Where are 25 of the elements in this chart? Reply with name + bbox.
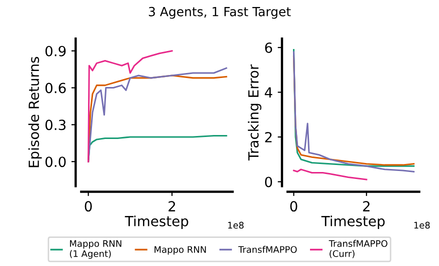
y-tick-label: 0 <box>265 176 272 188</box>
x-tick-label: 0 <box>84 201 92 212</box>
x-tick-label: 2 <box>363 201 370 212</box>
line-series <box>88 50 173 162</box>
y-tick-label: 0.6 <box>45 82 66 94</box>
line-series <box>292 168 368 180</box>
legend-label: TransfMAPPO (Curr) <box>328 240 388 258</box>
x-tick-label: 2 <box>168 201 176 212</box>
x-axis-title: Timestep <box>321 216 385 230</box>
y-tick-label: 4 <box>264 87 272 98</box>
text: 1e8 <box>414 222 430 229</box>
x-tick-label: 0 <box>290 201 298 212</box>
y-tick-label: 0.0 <box>45 156 66 168</box>
y-axis-title: Tracking Error <box>248 64 262 160</box>
y-tick-label: 0.3 <box>45 120 66 130</box>
y-axis-title: Episode Returns <box>28 56 42 168</box>
x-axis-title: Timestep <box>124 216 188 230</box>
y-tick-label: 6 <box>265 42 272 53</box>
legend-label: Mappo RNN <box>154 246 206 255</box>
chart-title: 3 Agents, 1 Fast Target <box>148 6 291 19</box>
y-tick-label: 2 <box>265 132 272 142</box>
legend-label: TransfMAPPO <box>238 246 297 253</box>
text: 1e8 <box>228 222 244 229</box>
legend-label: Mappo RNN (1 Agent) <box>70 240 122 259</box>
y-tick-label: 0.9 <box>45 46 66 56</box>
